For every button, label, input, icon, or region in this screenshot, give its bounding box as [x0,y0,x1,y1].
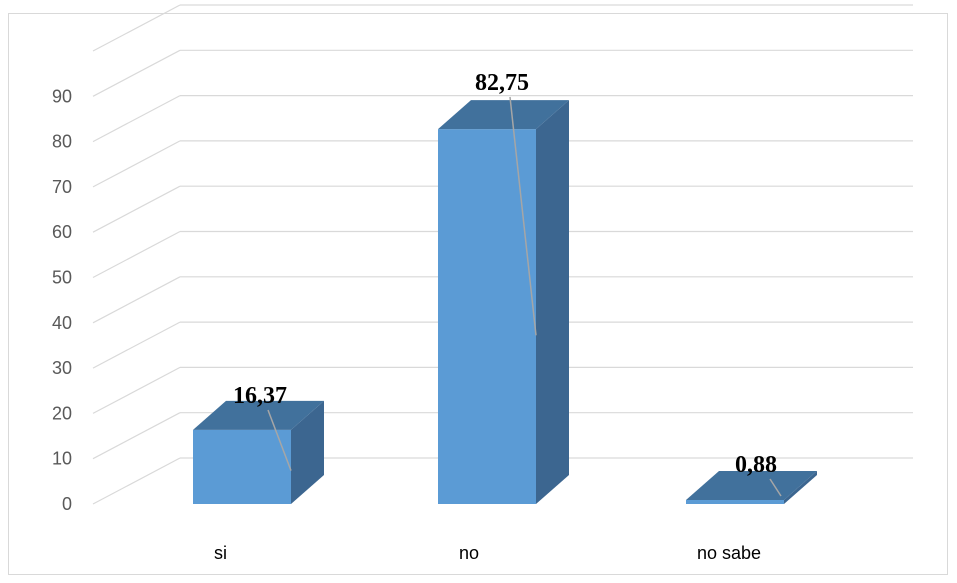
y-tick-label: 60 [52,222,72,242]
y-tick-label: 50 [52,268,72,288]
bar-top [438,100,569,130]
y-tick-label: 40 [52,313,72,333]
bar-side [291,400,324,504]
gridline-wall [92,366,181,414]
y-tick-label: 70 [52,177,72,197]
bar [438,100,569,504]
y-tick-label: 20 [52,403,72,423]
y-tick-label: 10 [52,449,72,469]
x-axis-categories: si no no sabe [214,543,761,563]
data-label: 16,37 [233,383,287,409]
bar-front [193,429,291,504]
data-label: 0,88 [735,452,777,478]
bar-top [193,400,324,430]
gridline-wall [92,457,181,505]
x-category-label: no [459,543,479,563]
bars-layer [193,100,817,504]
gridline-wall [92,185,181,233]
x-category-label: no sabe [697,543,761,563]
bar-front [438,129,536,504]
leader-line [769,478,782,497]
y-tick-label: 90 [52,86,72,106]
x-category-label: si [214,543,227,563]
bar [193,400,324,504]
y-axis-ticks: 0 10 20 30 40 50 60 70 80 90 [52,86,72,514]
leader-line [509,96,537,336]
leader-line [267,409,292,471]
y-tick-label: 0 [62,494,72,514]
bar [686,471,817,504]
gridline-wall [92,140,181,188]
bar-side [536,100,569,504]
data-labels: 16,37 82,75 0,88 [233,70,782,497]
y-tick-label: 80 [52,132,72,152]
gridline-wall [92,412,181,460]
bar-side [784,471,817,504]
data-label: 82,75 [475,70,529,96]
bar-front [686,500,784,504]
gridline-wall [92,95,181,143]
gridline-wall [92,4,181,52]
bar-top [686,471,817,501]
gridline-wall [92,49,181,97]
gridline-wall [92,230,181,279]
y-tick-label: 30 [52,358,72,378]
gridline-wall [92,276,181,324]
gridline-wall [92,321,181,369]
